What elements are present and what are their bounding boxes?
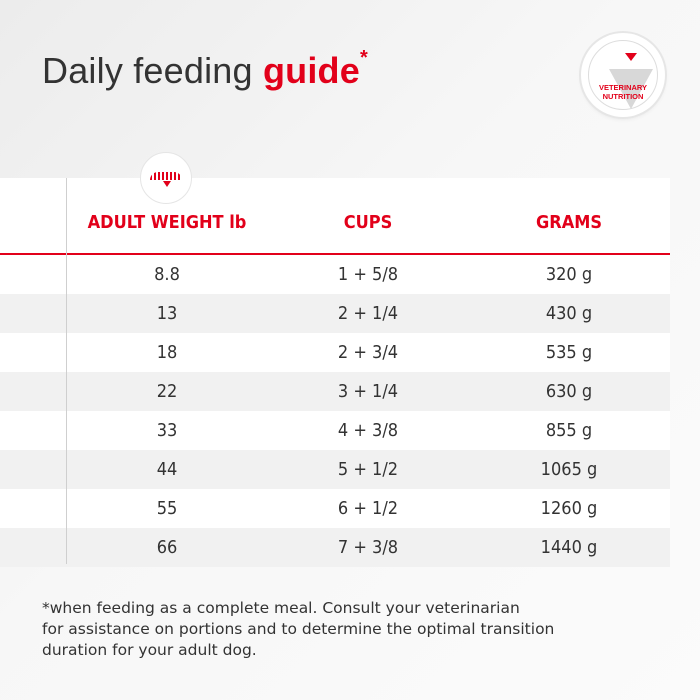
cell-grams: 1065 g bbox=[540, 459, 598, 480]
cell-grams: 430 g bbox=[545, 303, 593, 324]
cell-grams: 320 g bbox=[545, 264, 593, 285]
table-row: 55 6 + 1/2 1260 g bbox=[0, 489, 670, 528]
header-grams: GRAMS bbox=[535, 212, 603, 233]
cell-adult-weight: 66 bbox=[156, 537, 178, 558]
cell-cups: 7 + 3/8 bbox=[337, 537, 399, 558]
table-row: 66 7 + 3/8 1440 g bbox=[0, 528, 670, 567]
cell-cups: 1 + 5/8 bbox=[337, 264, 399, 285]
cell-cups: 6 + 1/2 bbox=[337, 498, 399, 519]
header-cups: CUPS bbox=[343, 212, 393, 233]
title-main: Daily feeding bbox=[42, 50, 263, 91]
cell-cups: 5 + 1/2 bbox=[337, 459, 399, 480]
footnote: *when feeding as a complete meal. Consul… bbox=[42, 598, 562, 661]
page-title: Daily feeding guide* bbox=[42, 47, 368, 92]
cell-grams: 855 g bbox=[545, 420, 593, 441]
scale-dial bbox=[150, 172, 182, 180]
table-row: 13 2 + 1/4 430 g bbox=[0, 294, 670, 333]
badge-chevron bbox=[609, 69, 653, 109]
cell-cups: 2 + 1/4 bbox=[337, 303, 399, 324]
table-row: 44 5 + 1/2 1065 g bbox=[0, 450, 670, 489]
cell-adult-weight: 33 bbox=[156, 420, 178, 441]
badge-line1: VETERINARY bbox=[598, 83, 648, 92]
title-accent: guide bbox=[262, 50, 360, 91]
footnote-line2: for assistance on portions and to determ… bbox=[42, 620, 555, 638]
badge-ring: VETERINARY NUTRITION bbox=[588, 40, 658, 110]
title-footnote-mark: * bbox=[359, 47, 368, 69]
footnote-line1: *when feeding as a complete meal. Consul… bbox=[42, 599, 520, 617]
cell-grams: 1440 g bbox=[540, 537, 598, 558]
table-header: ADULT WEIGHT lb CUPS GRAMS bbox=[0, 178, 670, 255]
table-row: 22 3 + 1/4 630 g bbox=[0, 372, 670, 411]
table-row: 18 2 + 3/4 535 g bbox=[0, 333, 670, 372]
cell-grams: 535 g bbox=[545, 342, 593, 363]
feeding-table-panel bbox=[0, 178, 670, 564]
footnote-line3: duration for your adult dog. bbox=[42, 641, 257, 659]
cell-cups: 3 + 1/4 bbox=[337, 381, 399, 402]
badge-red-triangle bbox=[625, 53, 637, 61]
cell-grams: 1260 g bbox=[540, 498, 598, 519]
badge-text: VETERINARY NUTRITION bbox=[589, 83, 657, 101]
cell-cups: 2 + 3/4 bbox=[337, 342, 399, 363]
badge-line2: NUTRITION bbox=[602, 92, 644, 101]
cell-adult-weight: 13 bbox=[156, 303, 178, 324]
column-divider bbox=[66, 178, 67, 564]
weight-scale-icon bbox=[140, 152, 192, 204]
table-row: 33 4 + 3/8 855 g bbox=[0, 411, 670, 450]
table-row: 8.8 1 + 5/8 320 g bbox=[0, 255, 670, 294]
cell-grams: 630 g bbox=[545, 381, 593, 402]
cell-adult-weight: 44 bbox=[156, 459, 178, 480]
scale-needle bbox=[163, 181, 171, 187]
cell-adult-weight: 22 bbox=[156, 381, 178, 402]
header-adult-weight: ADULT WEIGHT lb bbox=[87, 212, 247, 233]
cell-adult-weight: 18 bbox=[156, 342, 178, 363]
cell-adult-weight: 8.8 bbox=[154, 264, 180, 285]
cell-adult-weight: 55 bbox=[156, 498, 178, 519]
veterinary-nutrition-badge-icon: VETERINARY NUTRITION bbox=[581, 33, 665, 117]
cell-cups: 4 + 3/8 bbox=[337, 420, 399, 441]
